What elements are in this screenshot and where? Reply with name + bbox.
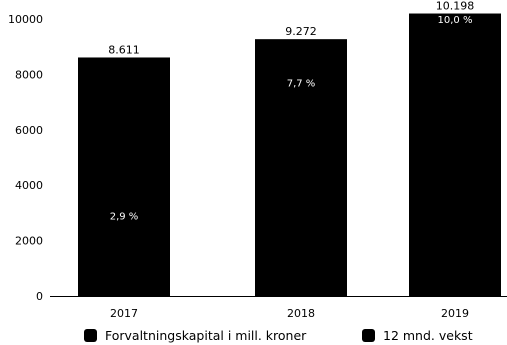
bar-value-label-2017: 8.611 (108, 43, 140, 56)
x-tick-label-2018: 2018 (287, 307, 315, 320)
bar-2018 (255, 39, 347, 297)
bar-chart: 0 2000 4000 6000 8000 10000 8.611 2,9 % 2017 9.27… (8, 0, 507, 320)
y-tick-label-2000: 2000 (15, 235, 43, 248)
legend-label-forvaltningskapital: Forvaltningskapital i mill. kroner (105, 328, 307, 343)
y-tick-label-4000: 4000 (15, 179, 43, 192)
growth-label-2017: 2,9 % (110, 212, 139, 223)
bar-2019 (409, 13, 501, 296)
x-tick-label-2019: 2019 (441, 307, 469, 320)
bar-value-label-2018: 9.272 (285, 25, 317, 38)
growth-label-2019: 10,0 % (438, 15, 473, 26)
legend-swatch-vekst (362, 329, 375, 342)
y-tick-label-8000: 8000 (15, 68, 43, 81)
legend-item-vekst: 12 mnd. vekst (362, 328, 473, 343)
bar-2017 (78, 57, 170, 297)
legend: Forvaltningskapital i mill. kroner 12 mn… (0, 325, 507, 345)
y-tick-label-6000: 6000 (15, 124, 43, 137)
legend-item-forvaltningskapital: Forvaltningskapital i mill. kroner (84, 328, 306, 343)
bar-value-label-2019: 10.198 (436, 0, 475, 13)
legend-swatch-forvaltningskapital (84, 329, 97, 342)
growth-label-2018: 7,7 % (287, 79, 316, 90)
y-tick-label-0: 0 (36, 290, 43, 303)
x-tick-label-2017: 2017 (110, 307, 138, 320)
legend-label-vekst: 12 mnd. vekst (383, 328, 473, 343)
y-tick-label-10000: 10000 (8, 13, 43, 26)
